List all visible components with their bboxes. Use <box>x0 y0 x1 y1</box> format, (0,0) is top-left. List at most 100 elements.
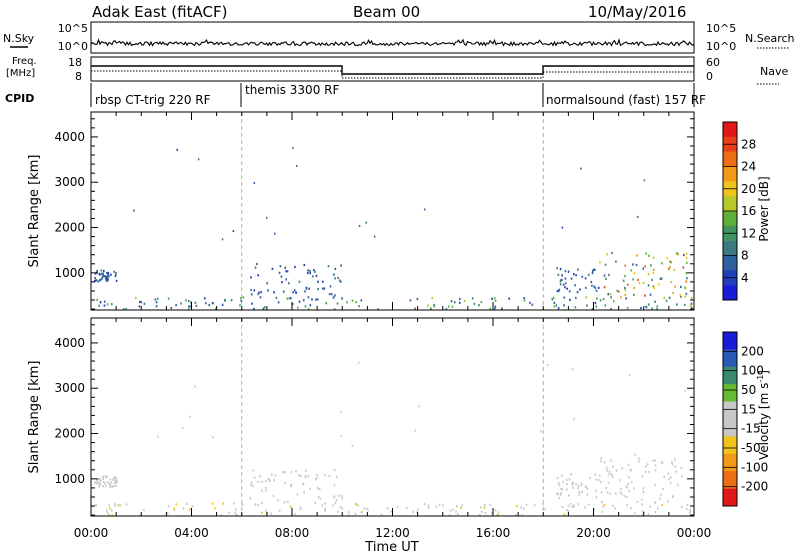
data-cell <box>99 484 101 487</box>
data-cell <box>573 504 575 507</box>
data-cell <box>564 277 567 280</box>
data-cell <box>138 305 141 308</box>
data-cell <box>358 361 360 364</box>
data-cell <box>569 298 571 301</box>
data-cell <box>257 480 260 483</box>
data-cell <box>672 495 674 498</box>
power-colorbar-tick-label: 12 <box>741 226 756 240</box>
colorbar-swatch <box>723 401 737 420</box>
data-cell <box>341 497 344 500</box>
data-cell <box>573 273 575 276</box>
data-cell <box>116 480 118 483</box>
data-cell <box>607 473 610 476</box>
data-cell <box>557 492 559 495</box>
data-cell <box>630 481 633 484</box>
data-cell <box>619 491 622 494</box>
data-cell <box>546 364 549 366</box>
data-cell <box>606 469 608 472</box>
data-cell <box>591 307 594 311</box>
data-cell <box>661 503 664 507</box>
data-cell <box>115 279 118 282</box>
data-cell <box>284 471 286 474</box>
data-cell <box>459 297 461 301</box>
data-cell <box>102 480 105 483</box>
data-cell <box>654 469 657 472</box>
data-cell <box>593 285 595 288</box>
data-cell <box>269 479 271 482</box>
data-cell <box>484 512 487 515</box>
data-cell <box>646 463 649 466</box>
data-cell <box>684 389 687 392</box>
data-cell <box>665 299 668 302</box>
data-cell <box>355 301 357 304</box>
data-cell <box>435 505 437 508</box>
data-cell <box>445 307 448 311</box>
data-cell <box>599 299 602 302</box>
data-cell <box>257 503 259 507</box>
data-cell <box>570 277 573 280</box>
colorbar-swatch <box>723 453 737 472</box>
data-cell <box>461 504 464 507</box>
data-cell <box>333 484 336 487</box>
data-cell <box>297 306 299 309</box>
data-cell <box>685 256 688 259</box>
data-cell <box>314 270 316 273</box>
data-cell <box>188 305 190 308</box>
data-cell <box>633 272 636 275</box>
data-cell <box>652 271 655 275</box>
data-cell <box>335 475 338 478</box>
data-cell <box>592 268 595 271</box>
data-cell <box>594 268 596 271</box>
data-cell <box>195 304 198 307</box>
colorbar-swatch <box>723 151 737 167</box>
data-cell <box>312 275 314 278</box>
data-cell <box>458 301 461 304</box>
data-cell <box>334 502 337 505</box>
data-cell <box>317 280 319 283</box>
data-cell <box>143 509 145 512</box>
data-cell <box>125 307 127 310</box>
data-cell <box>334 294 336 297</box>
data-cell <box>533 503 536 507</box>
data-cell <box>577 487 579 490</box>
x-tick-label: 08:00 <box>275 526 310 540</box>
data-cell <box>111 303 113 306</box>
data-cell <box>684 303 686 307</box>
data-cell <box>581 275 584 278</box>
data-cell <box>642 490 645 494</box>
data-cell <box>409 299 412 302</box>
data-cell <box>637 215 639 218</box>
data-cell <box>691 297 693 300</box>
data-cell <box>205 302 207 305</box>
data-cell <box>304 305 307 308</box>
data-cell <box>529 301 531 304</box>
data-cell <box>250 483 252 486</box>
data-cell <box>358 305 360 308</box>
data-cell <box>333 495 335 498</box>
data-cell <box>365 507 368 510</box>
data-cell <box>251 302 253 305</box>
data-cell <box>189 305 192 308</box>
data-cell <box>140 301 143 304</box>
data-cell <box>265 489 267 492</box>
data-cell <box>346 301 348 304</box>
colorbar-swatch <box>723 366 737 385</box>
x-tick-label: 16:00 <box>476 526 511 540</box>
data-cell <box>107 278 109 281</box>
data-cell <box>627 463 630 466</box>
data-cell <box>627 283 629 286</box>
data-cell <box>604 304 607 307</box>
velocity-label-sup: -1 <box>756 375 765 383</box>
data-cell <box>315 477 318 480</box>
data-cell <box>302 482 305 485</box>
data-cell <box>595 489 597 492</box>
data-cell <box>557 482 560 485</box>
data-cell <box>601 500 603 504</box>
data-cell <box>228 511 230 514</box>
power-heatmap-data <box>94 112 693 311</box>
data-cell <box>155 301 158 304</box>
data-cell <box>284 266 286 269</box>
data-cell <box>291 303 294 306</box>
data-cell <box>456 505 458 508</box>
data-cell <box>355 503 358 506</box>
